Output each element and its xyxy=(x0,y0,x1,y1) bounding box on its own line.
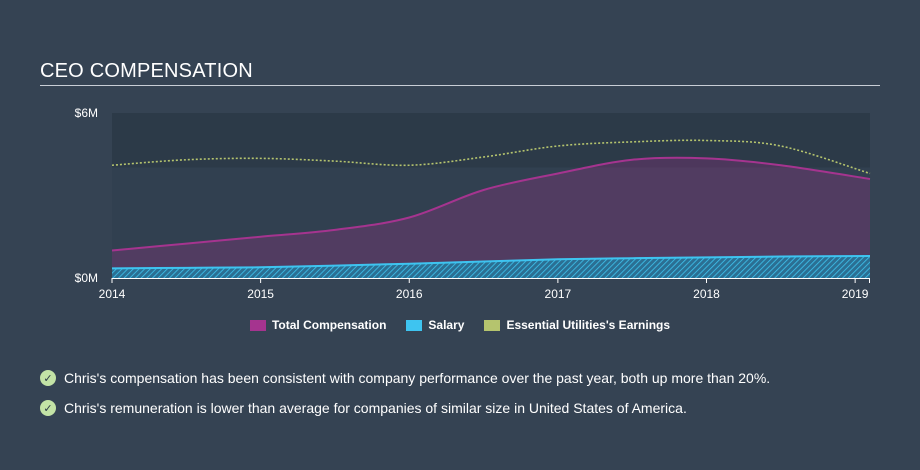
note-text: Chris's compensation has been consistent… xyxy=(64,370,771,386)
note-item: ✓ Chris's remuneration is lower than ave… xyxy=(40,398,770,418)
legend-label-earnings: Essential Utilities's Earnings xyxy=(506,318,671,332)
total-compensation-line xyxy=(111,156,871,252)
legend-swatch-earnings xyxy=(484,319,501,331)
title-divider xyxy=(40,85,880,86)
y-tick-label: $0M xyxy=(75,271,98,285)
x-tick-label: 2017 xyxy=(545,287,572,301)
legend-label-total: Total Compensation xyxy=(271,318,387,332)
page-title: CEO COMPENSATION xyxy=(40,60,253,82)
x-tick-label: 2015 xyxy=(247,287,274,301)
x-tick-label: 2016 xyxy=(396,287,423,301)
check-circle-icon: ✓ xyxy=(40,400,56,416)
x-tick-label: 2018 xyxy=(693,287,720,301)
note-text: Chris's remuneration is lower than avera… xyxy=(64,400,687,416)
earnings-line xyxy=(111,139,871,175)
x-tick-label: 2019 xyxy=(842,287,869,301)
legend-item-earnings[interactable]: Essential Utilities's Earnings xyxy=(484,318,670,332)
ceo-compensation-chart: $0M $6M 2014 2015 2016 2017 2018 2019 xyxy=(75,106,871,301)
salary-line xyxy=(111,255,871,270)
y-tick-label: $6M xyxy=(75,106,98,120)
note-item: ✓ Chris's compensation has been consiste… xyxy=(40,368,770,388)
legend-swatch-total xyxy=(249,319,266,331)
x-tick-label: 2014 xyxy=(99,287,126,301)
insight-notes: ✓ Chris's compensation has been consiste… xyxy=(40,368,770,428)
legend-label-salary: Salary xyxy=(428,318,465,332)
salary-area xyxy=(112,256,870,278)
legend-item-salary[interactable]: Salary xyxy=(406,318,464,332)
total-compensation-area xyxy=(112,157,870,278)
legend-item-total-compensation[interactable]: Total Compensation xyxy=(249,318,387,332)
chart-legend: Total Compensation Salary Essential Util… xyxy=(0,318,920,332)
legend-swatch-salary xyxy=(406,319,423,331)
plot-band-top xyxy=(112,113,870,168)
check-circle-icon: ✓ xyxy=(40,370,56,386)
